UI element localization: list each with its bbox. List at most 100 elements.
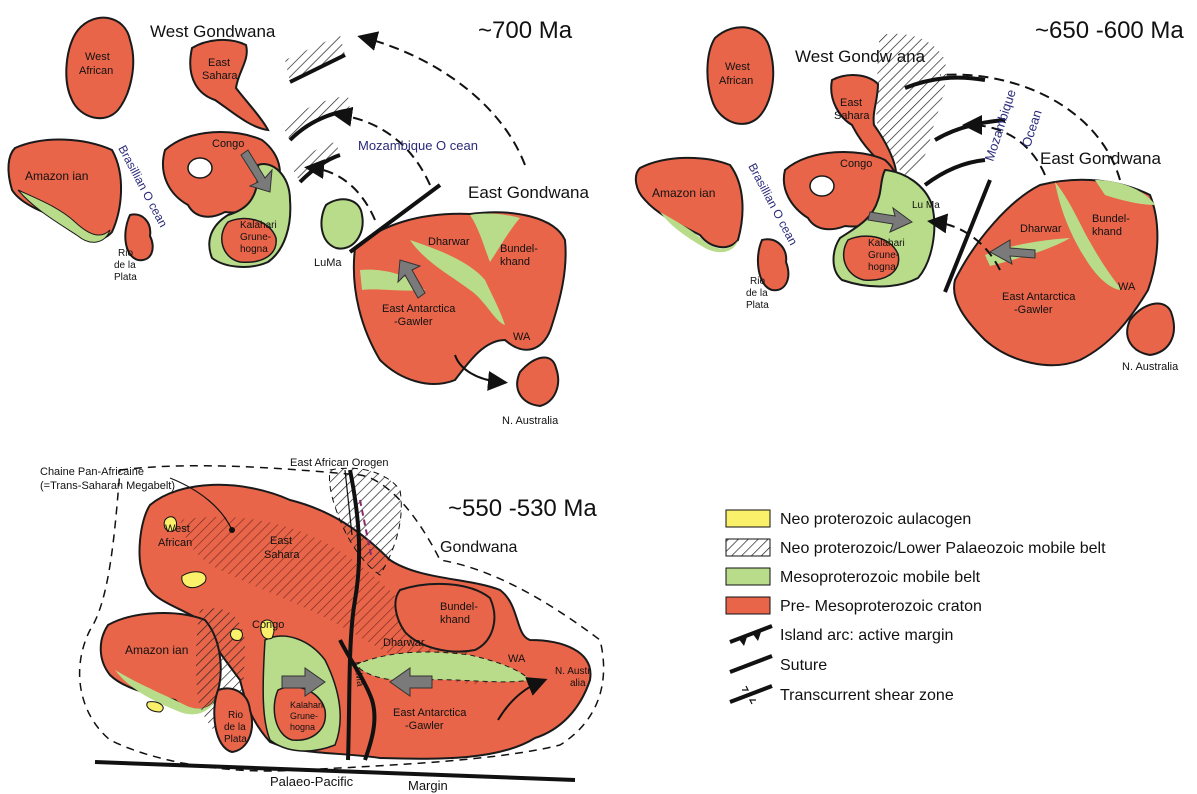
suture-eao-c2 xyxy=(338,639,377,761)
craton-rio-plata-c xyxy=(213,687,253,754)
age-label-a: ~700 Ma xyxy=(478,17,573,44)
east-gondwana-label-a: East Gondwana xyxy=(468,183,590,202)
amazonian-label-a: Amazon ian xyxy=(25,169,88,183)
kalahari-label-c-2: Grune- xyxy=(290,711,318,721)
kalahari-label-a-1: Kalahari xyxy=(240,220,277,231)
east-african-orogen-label-c: East African Orogen xyxy=(290,457,388,469)
craton-rio-plata-a xyxy=(124,213,154,262)
craton-rio-plata-b xyxy=(756,238,790,292)
palaeo-pacific-label-c: Palaeo-Pacific xyxy=(270,774,354,789)
congo-label-c: Congo xyxy=(252,619,284,631)
west-african-label-c-1: West xyxy=(165,523,190,535)
curve-arrow-a xyxy=(454,354,508,391)
wa-label-b: WA xyxy=(1118,281,1136,293)
bundelkhand-label-c-2: khand xyxy=(440,614,470,626)
craton-west-african-a xyxy=(65,16,135,120)
mozambique-ocean-label-a: Mozambique O cean xyxy=(358,138,478,153)
arc-hatched-a1 xyxy=(285,35,345,82)
legend-label-craton: Pre- Mesoproterozoic craton xyxy=(780,598,982,615)
suture-a xyxy=(348,183,442,254)
dash-arrow-b2 xyxy=(962,115,1046,176)
legend-label-suture: Suture xyxy=(780,657,827,674)
legend-symbol-suture xyxy=(729,654,773,674)
belt-amazonian-b xyxy=(660,212,738,253)
rio-plata-label-a-3: Plata xyxy=(114,272,137,283)
craton-n-australia-a xyxy=(516,356,560,408)
craton-east-gondwana-b xyxy=(953,178,1159,367)
n-australia-label-b: N. Australia xyxy=(1122,361,1179,373)
craton-n-australia-b xyxy=(1126,302,1175,357)
legend-swatch-neo-belt xyxy=(725,538,771,557)
rio-plata-label-a-1: Rio xyxy=(118,248,133,259)
rio-plata-label-c-1: Rio xyxy=(228,710,243,721)
aulacogen-2-c xyxy=(163,516,178,532)
east-antarctica-label-a-2: -Gawler xyxy=(394,316,433,328)
chaine-label-c-2: (=Trans-Saharan Megabelt) xyxy=(40,480,175,492)
dash-arrow-a1 xyxy=(357,31,526,166)
east-antarctica-label-b-2: -Gawler xyxy=(1014,304,1053,316)
belt-east-gondwana-a2 xyxy=(360,269,425,291)
east-sahara-label-a-2: Sahara xyxy=(202,70,238,82)
legend-swatch-meso-belt xyxy=(725,567,771,586)
panel-550ma: ~550 -530 Ma Chaine Pan-Africaine (=Tran… xyxy=(40,457,605,793)
wa-label-a: WA xyxy=(513,331,531,343)
east-gondwana-label-b: East Gondwana xyxy=(1040,149,1162,168)
legend: Neo proterozoic aulacogen Neo proterozoi… xyxy=(725,509,1106,705)
rio-plata-label-a-2: de la xyxy=(114,260,136,271)
craton-east-sahara-b xyxy=(830,74,898,174)
kalahari-label-a-3: hogna xyxy=(240,244,268,255)
bundelkhand-label-a-2: khand xyxy=(500,256,530,268)
grey-arrow-c1 xyxy=(281,667,326,697)
east-sahara-label-b-2: Sahara xyxy=(834,110,870,122)
east-antarctica-label-a-1: East Antarctica xyxy=(382,303,456,315)
east-sahara-label-c-1: East xyxy=(270,535,292,547)
suture-b xyxy=(943,179,992,293)
congo-hole-b xyxy=(809,175,835,197)
n-australia-label-c-1: N. Austr xyxy=(555,666,591,677)
aulacogen-1-c xyxy=(181,571,207,589)
east-sahara-label-b-1: East xyxy=(840,97,862,109)
craton-kalahari-b xyxy=(843,235,900,281)
east-antarctica-label-b-1: East Antarctica xyxy=(1002,291,1076,303)
bundelkhand-label-b-2: khand xyxy=(1092,226,1122,238)
east-antarctica-label-c-1: East Antarctica xyxy=(393,707,467,719)
age-label-b: ~650 -600 Ma xyxy=(1035,17,1184,44)
kalahari-label-c-1: Kalahari xyxy=(290,700,323,710)
rio-plata-label-b-3: Plata xyxy=(746,300,769,311)
pointer-dot-c xyxy=(229,527,235,533)
belt-east-gondwana-a3 xyxy=(470,213,520,262)
mozambique-ocean-label-b-1: Mozambique xyxy=(982,87,1019,162)
amazonian-label-b: Amazon ian xyxy=(652,186,715,200)
pointer-eao xyxy=(344,469,353,536)
curve-arrow-c xyxy=(497,677,548,721)
belt-luma-a xyxy=(320,198,364,250)
legend-label-neo-belt: Neo proterozoic/Lower Palaeozoic mobile … xyxy=(780,540,1106,557)
west-african-label-c-2: African xyxy=(158,537,192,549)
grey-arrow-a2 xyxy=(397,259,426,299)
craton-east-gondwana-a xyxy=(352,211,567,385)
dash-arrow-a2 xyxy=(332,106,431,186)
age-label-c: ~550 -530 Ma xyxy=(448,495,597,522)
rio-plata-label-c-2: de la xyxy=(224,722,246,733)
grey-arrow-c2 xyxy=(389,667,433,697)
shear-zone-c xyxy=(359,499,373,561)
belt-east-gondwana-b1 xyxy=(1055,182,1122,290)
rio-plata-label-b-1: Rio xyxy=(750,276,765,287)
luma-label-b: Lu Ma xyxy=(912,200,940,211)
panel-650ma: ~650 -600 Ma West Gondw ana East Gondwan… xyxy=(634,17,1184,373)
legend-label-shear-zone: Transcurrent shear zone xyxy=(780,687,954,704)
belt-amazonian-a xyxy=(17,189,111,243)
west-african-label-a-1: West xyxy=(85,51,110,63)
wa-label-c: WA xyxy=(508,653,526,665)
grey-arrow-b2 xyxy=(988,239,1036,265)
luma-label-a: LuMa xyxy=(314,257,342,269)
aulacogen-4-c xyxy=(230,628,243,641)
west-gondwana-label-b: West Gondw ana xyxy=(795,47,926,66)
dash-arrow-a3 xyxy=(304,159,376,221)
panel-700ma: ~700 Ma West Gondwana East Gondwana West… xyxy=(7,16,590,427)
craton-west-african-b xyxy=(706,26,775,125)
arc-line-a1 xyxy=(289,53,346,84)
grey-arrow-b1 xyxy=(867,206,913,233)
kalahari-label-b-2: Grune- xyxy=(868,250,899,261)
